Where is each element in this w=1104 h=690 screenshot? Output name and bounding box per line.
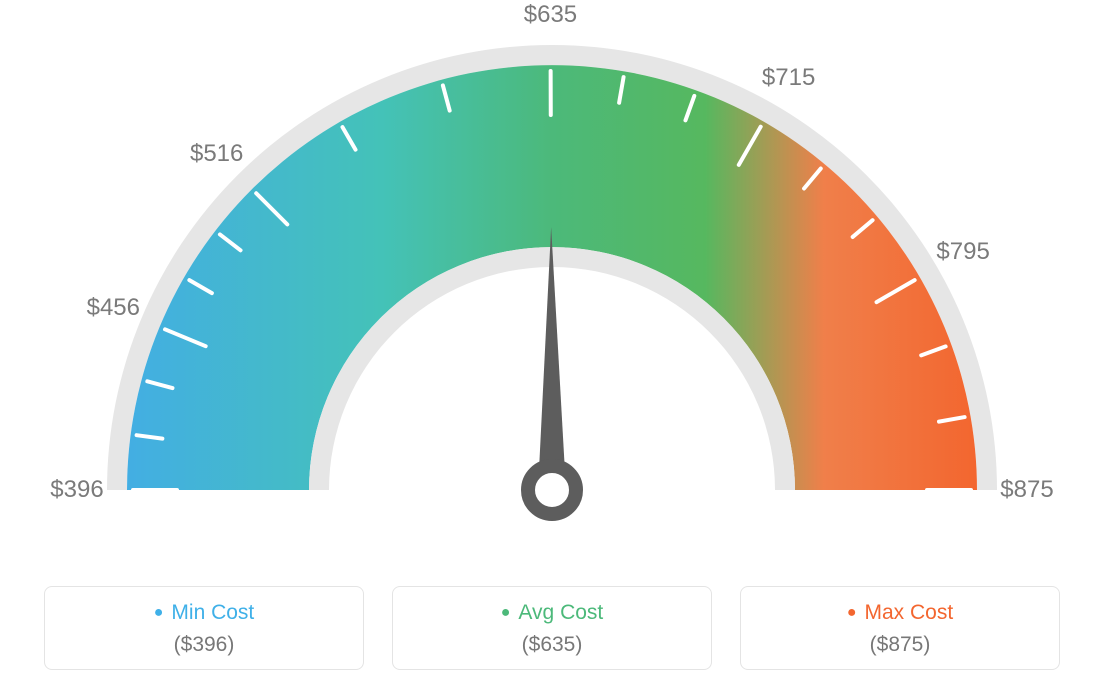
legend-card-title: Max Cost [751,601,1049,625]
gauge-tick-label: $875 [1000,476,1053,504]
legend-card: Avg Cost ($635) [392,586,712,670]
legend-card: Max Cost ($875) [740,586,1060,670]
legend-card-title: Min Cost [55,601,353,625]
gauge-tick-label: $456 [87,294,140,322]
legend-card-value: ($635) [403,633,701,657]
legend-row: Min Cost ($396) Avg Cost ($635) Max Cost ($87… [0,586,1104,670]
legend-card: Min Cost ($396) [44,586,364,670]
gauge-tick-label: $396 [50,476,103,504]
gauge-tick-label: $635 [524,1,577,29]
legend-card-value: ($875) [751,633,1049,657]
gauge-tick-label: $516 [190,140,243,168]
gauge-svg [0,0,1104,570]
gauge-tick-label: $795 [936,238,989,266]
gauge-tick-label: $715 [762,64,815,92]
gauge-chart: $396 $456 $516 $635 $715 $795 $875 [0,0,1104,570]
legend-card-title: Avg Cost [403,601,701,625]
legend-card-value: ($396) [55,633,353,657]
